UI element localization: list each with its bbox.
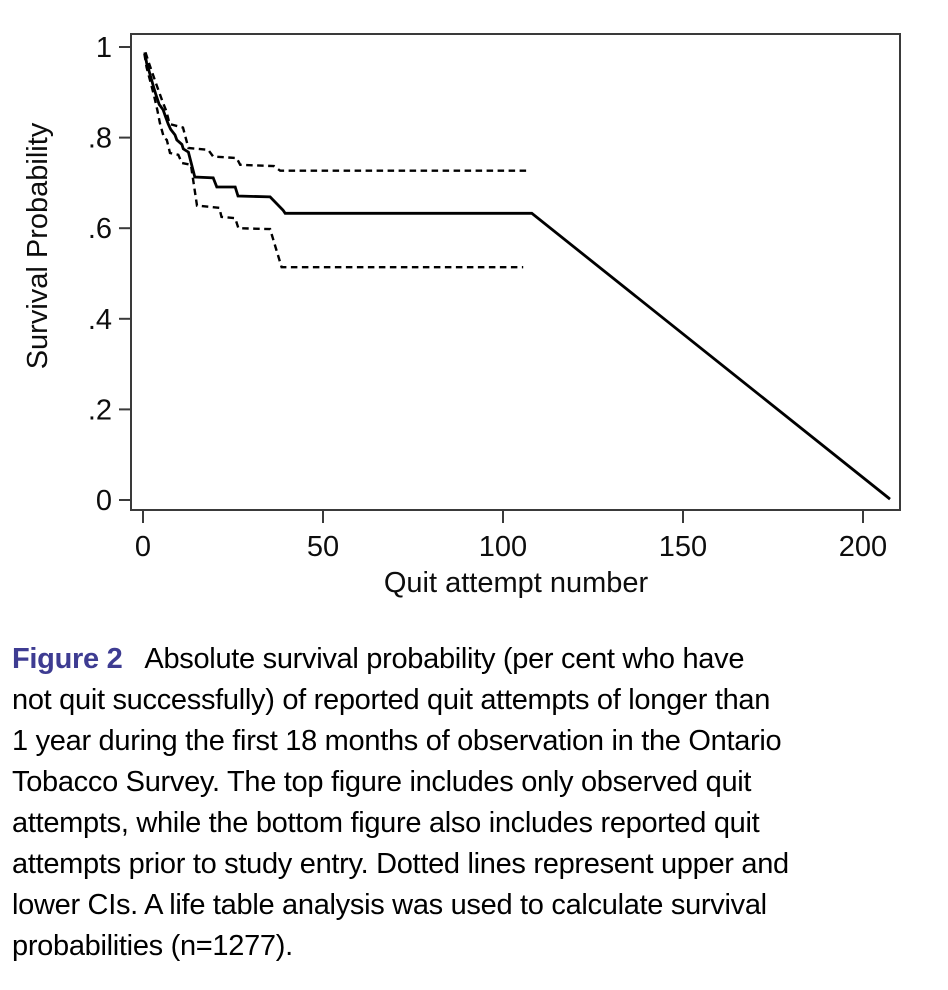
y-tick-label: 1 <box>96 32 112 64</box>
caption-line: lower CIs. A life table analysis was use… <box>12 889 767 921</box>
y-tick-label: .6 <box>88 213 112 245</box>
x-tick-label: 100 <box>479 531 527 563</box>
y-tick-label: .4 <box>88 304 112 336</box>
caption-line: probabilities (n=1277). <box>12 930 293 962</box>
caption-line: 1 year during the first 18 months of obs… <box>12 725 782 757</box>
chart-area: 1 .8 .6 .4 .2 0 0 50 100 150 200 Quit attempt numbe… <box>22 32 901 599</box>
x-tick-label: 0 <box>135 531 151 563</box>
series-line-upper_ci <box>144 52 530 172</box>
x-tick-label: 150 <box>659 531 707 563</box>
caption-line: Figure 2 Absolute survival probability (p… <box>12 639 934 680</box>
x-tick-label: 200 <box>839 531 887 563</box>
y-tick-label: .8 <box>88 123 112 155</box>
caption-line: attempts, while the bottom figure also i… <box>12 807 760 839</box>
series-line-estimate <box>143 52 891 501</box>
caption-line: Tobacco Survey. The top figure includes … <box>12 766 752 798</box>
x-tick-label: 50 <box>307 531 339 563</box>
survival-chart: 1 .8 .6 .4 .2 00 50 100 150 200 Quit attempt numbe… <box>22 32 901 599</box>
caption-line: not quit successfully) of reported quit … <box>12 684 771 716</box>
y-axis-title: Survival Probability <box>22 122 54 369</box>
x-axis-title: Quit attempt number <box>384 567 649 599</box>
caption-text: Absolute survival probability (per cent … <box>144 643 745 675</box>
series-line-lower_ci <box>143 53 524 269</box>
figure-caption: Figure 2 Absolute survival probability (p… <box>12 639 934 967</box>
plot-border <box>130 33 901 511</box>
caption-line: attempts prior to study entry. Dotted li… <box>12 848 789 880</box>
y-tick-label: 0 <box>96 485 112 517</box>
y-tick-label: .2 <box>88 394 112 426</box>
figure-label: Figure 2 <box>12 643 123 675</box>
